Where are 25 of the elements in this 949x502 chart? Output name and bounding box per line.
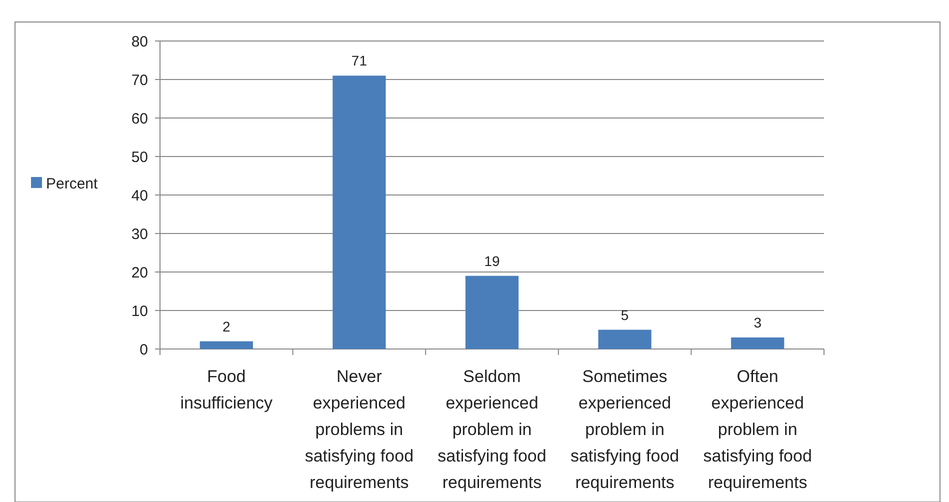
y-tick-label: 40: [131, 187, 148, 204]
data-label: 2: [222, 318, 230, 334]
x-tick-label: Sometimes experienced problem in satisfying food requirements: [570, 367, 680, 492]
bar: [598, 330, 652, 349]
data-label: 5: [620, 306, 629, 323]
data-label: 19: [484, 252, 500, 269]
bar: [332, 76, 386, 349]
data-label: 71: [351, 52, 368, 69]
bar: [731, 337, 784, 349]
y-tick-label: 60: [131, 110, 148, 128]
x-tick-label: Food insufficiency: [180, 367, 274, 412]
bar: [465, 276, 519, 349]
y-tick-label: 70: [131, 72, 148, 89]
y-tick-label: 80: [131, 33, 148, 50]
y-tick-label: 0: [140, 341, 148, 358]
y-tick-label: 20: [131, 264, 148, 282]
y-tick-label: 50: [131, 148, 148, 166]
x-tick-label: Often experienced problem in satisfying food requirements: [703, 367, 812, 492]
y-tick-label: 10: [131, 302, 148, 320]
x-tick-label: Never experienced problems in satisfying food requirements: [304, 367, 414, 492]
bar: [200, 341, 253, 349]
y-tick-label: 30: [131, 226, 148, 243]
x-tick-label: Seldom experienced problem in satisfying food requirements: [438, 367, 546, 492]
legend-label: Percent: [46, 175, 99, 192]
data-label: 3: [754, 314, 762, 330]
